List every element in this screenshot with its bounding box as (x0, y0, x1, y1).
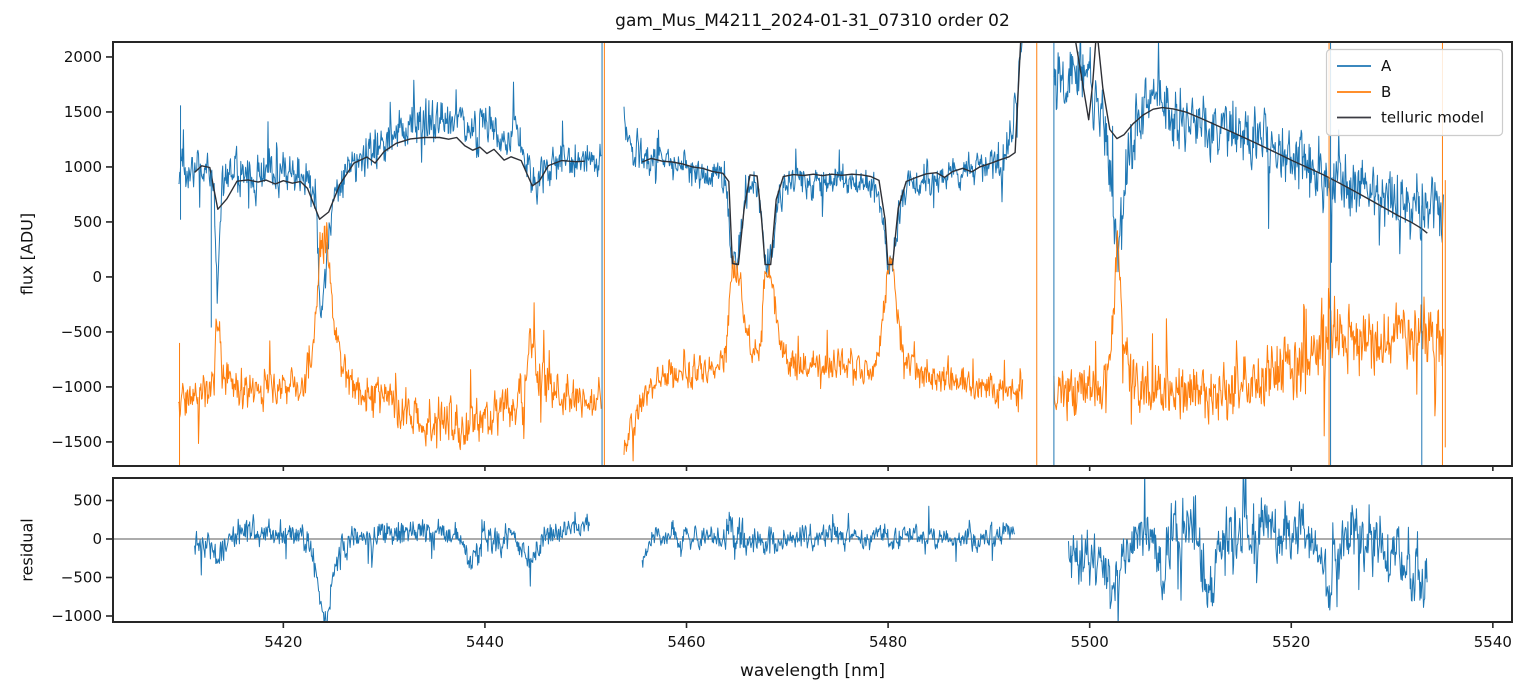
series-residual (194, 478, 1428, 622)
flux-tick-label: 500 (73, 213, 102, 231)
flux-tick-label: 2000 (64, 48, 102, 66)
flux-panel-spines (112, 41, 1513, 467)
series-residual-chunk-2 (1068, 478, 1428, 622)
legend-box (1325, 48, 1504, 137)
x-tick-label: 5500 (1071, 633, 1109, 651)
series-telluric-model-chunk-0 (194, 136, 585, 220)
flux-tick-label: −1500 (51, 433, 102, 451)
x-tick-label: 5480 (869, 633, 907, 651)
spike-lines (179, 42, 1446, 466)
x-tick-label: 5460 (667, 633, 705, 651)
legend-label-telluric-model: telluric model (1381, 109, 1484, 127)
series-residual-chunk-1 (641, 505, 1016, 568)
series-telluric-model-chunk-1 (641, 42, 1022, 266)
flux-tick-label: −500 (61, 323, 102, 341)
residual-tick-label: 500 (73, 491, 102, 509)
series-A-chunk-1 (623, 42, 1023, 278)
series-A-chunk-0 (178, 79, 602, 319)
series-B-chunk-1 (623, 255, 1024, 462)
series-telluric-model (194, 42, 1428, 266)
plot-title: gam_Mus_M4211_2024-01-31_07310 order 02 (615, 11, 1010, 31)
series-A (178, 42, 1444, 319)
x-tick-label: 5440 (466, 633, 504, 651)
flux-tick-label: 1000 (64, 158, 102, 176)
residual-tick-label: −1000 (51, 607, 102, 625)
flux-tick-label: 1500 (64, 103, 102, 121)
series-B-chunk-0 (178, 222, 602, 451)
flux-tick-label: −1000 (51, 378, 102, 396)
series-telluric-model-chunk-2 (1074, 42, 1428, 234)
residual-tick-label: 0 (92, 530, 102, 548)
series-B-chunk-2 (1053, 230, 1444, 437)
legend-label-A: A (1381, 57, 1392, 75)
legend-label-B: B (1381, 83, 1391, 101)
series-A-chunk-2 (1053, 42, 1444, 273)
series-B (178, 222, 1444, 462)
residual-panel-spines (112, 477, 1513, 623)
x-tick-label: 5420 (264, 633, 302, 651)
x-axis-label: wavelength [nm] (739, 661, 886, 681)
flux-tick-label: 0 (92, 268, 102, 286)
series-residual-chunk-0 (194, 511, 590, 622)
x-tick-label: 5540 (1474, 633, 1512, 651)
x-tick-label: 5520 (1272, 633, 1310, 651)
residual-tick-label: −500 (61, 568, 102, 586)
